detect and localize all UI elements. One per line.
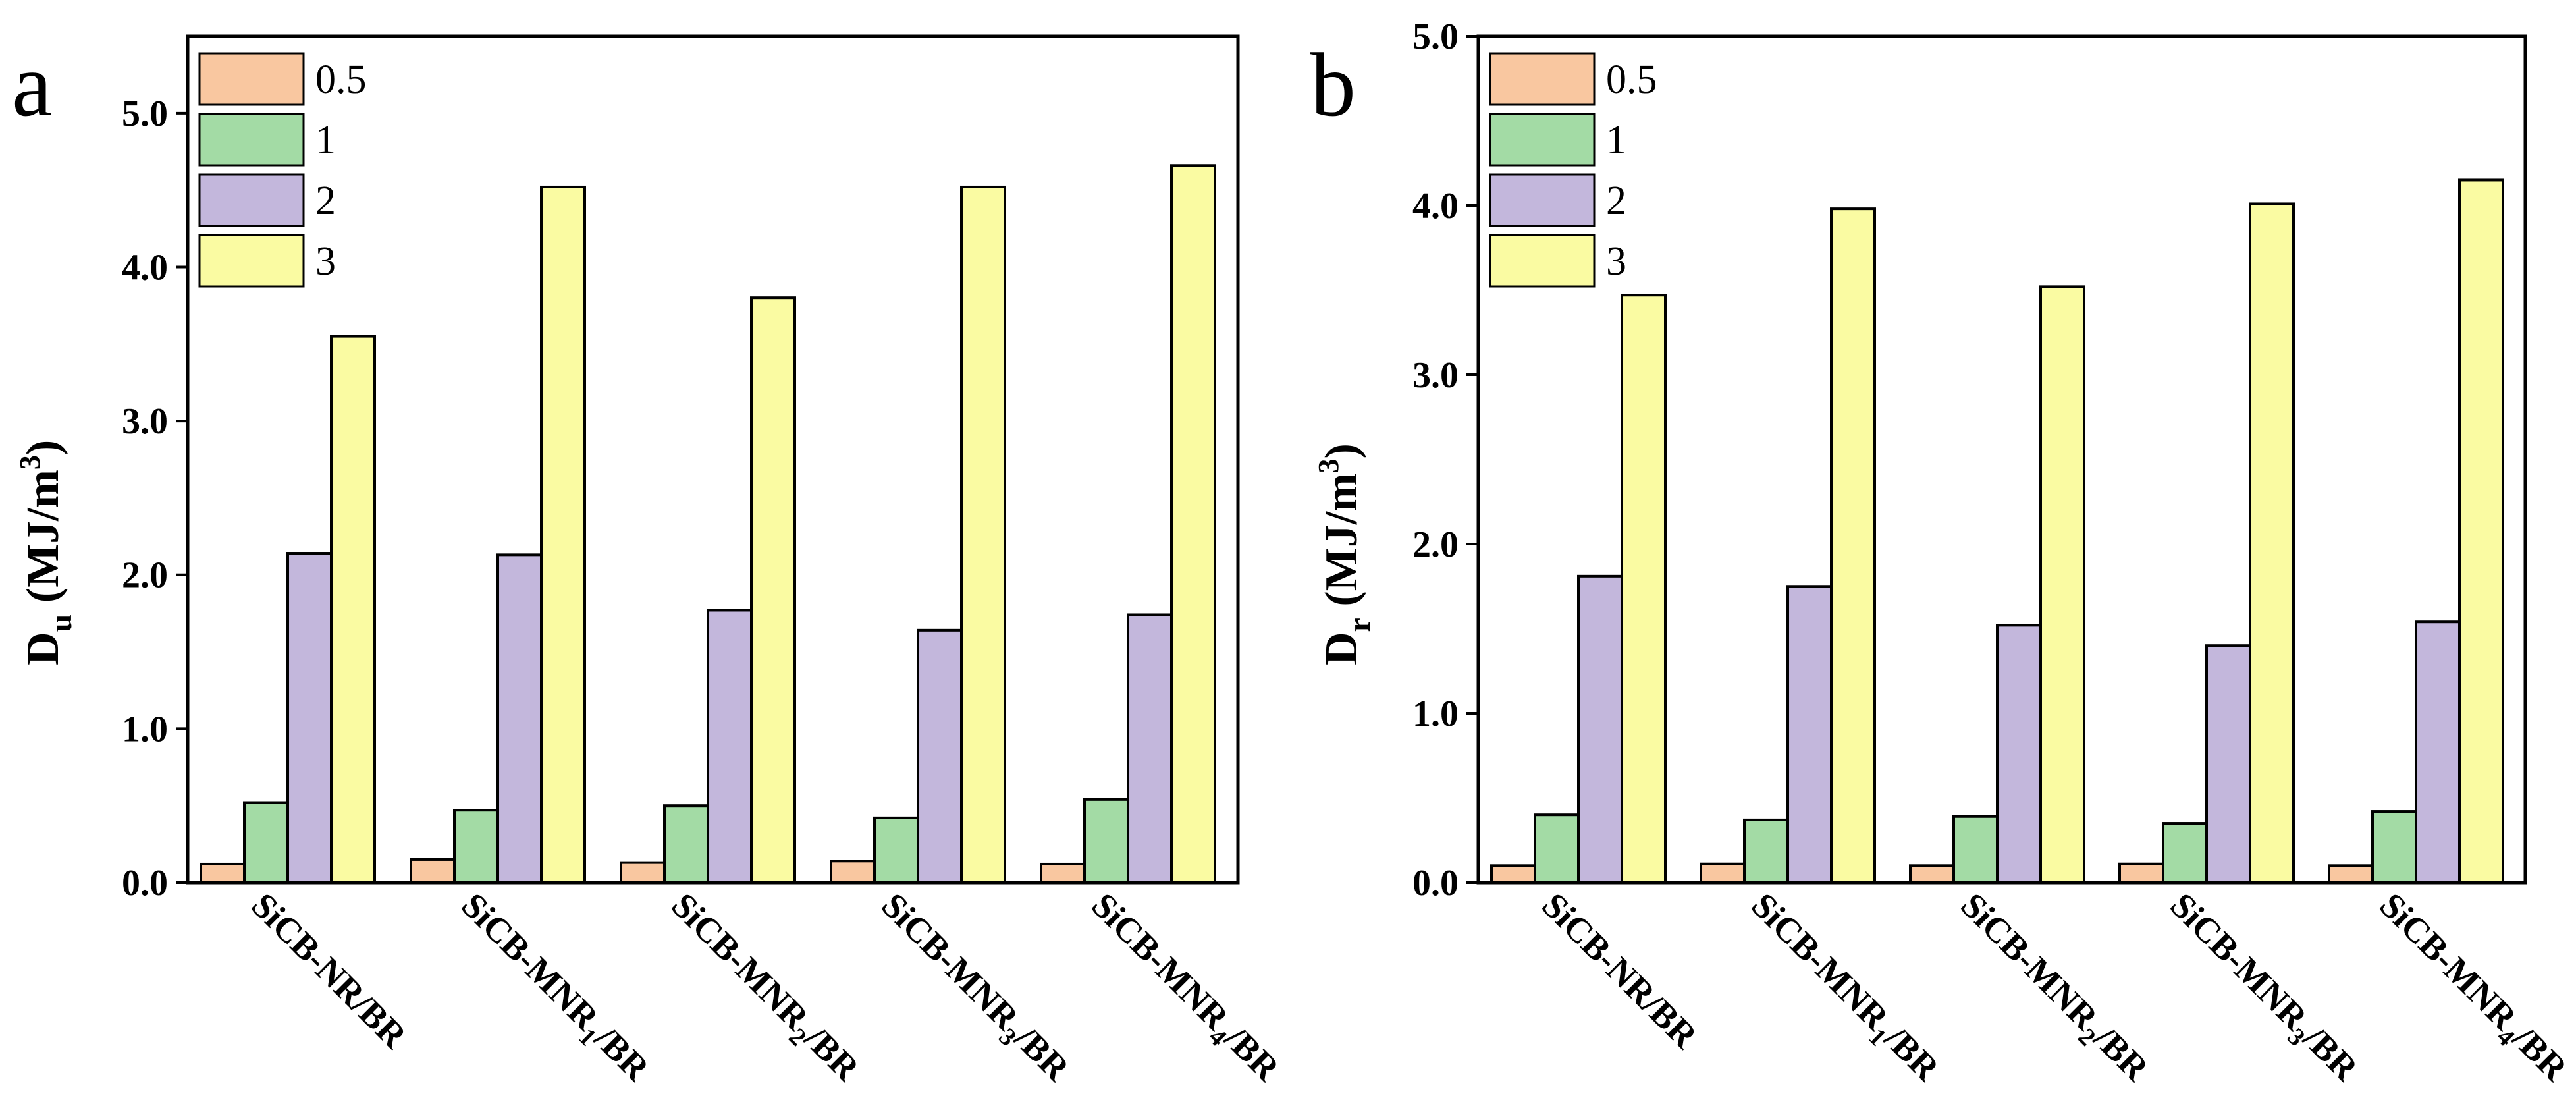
legend-swatch (198, 173, 305, 227)
bar-1-1 (1534, 813, 1580, 884)
bar-2-3 (707, 609, 753, 884)
bar-2-5 (1127, 613, 1173, 884)
legend-label: 3 (315, 239, 336, 284)
bar-0-5-4 (830, 860, 876, 884)
legend-label: 2 (1606, 178, 1626, 223)
bar-0-5-1 (1490, 864, 1536, 885)
y-tick-label: 2.0 (1412, 524, 1459, 565)
bar-3-2 (540, 185, 586, 884)
y-tick-label: 4.0 (1412, 186, 1459, 227)
y-axis-title-close: ) (1316, 443, 1367, 458)
bar-3-2 (1830, 207, 1876, 884)
bar-3-5 (2458, 178, 2504, 885)
y-axis-title-subscript: r (1342, 618, 1377, 632)
y-axis-title-unit: (MJ/m (1316, 473, 1367, 618)
bar-2-5 (2415, 620, 2461, 884)
y-axis-title-main: D (1316, 632, 1367, 665)
legend-swatch (1489, 52, 1596, 106)
y-axis-title: Du (MJ/m3) (14, 440, 78, 665)
bar-1-3 (1952, 815, 1999, 885)
y-axis-title-unit: (MJ/m (18, 470, 68, 615)
bar-2-2 (496, 553, 543, 884)
legend-swatch (198, 113, 305, 167)
bar-0-5-5 (2328, 864, 2374, 885)
y-axis-title-superscript: 3 (14, 455, 46, 470)
bar-2-1 (1577, 574, 1623, 885)
legend-swatch (1489, 113, 1596, 167)
y-axis-title-main: D (18, 632, 68, 665)
legend-label: 2 (315, 178, 336, 223)
y-tick-label: 2.0 (122, 555, 168, 596)
y-tick-label: 5.0 (1412, 16, 1459, 57)
plot-frame (186, 34, 1240, 885)
panel-letter: a (12, 34, 52, 135)
panel-letter: b (1310, 34, 1356, 135)
legend-label: 0.5 (315, 57, 367, 102)
bar-2-2 (1786, 585, 1833, 884)
y-tick-label: 1.0 (1412, 694, 1459, 734)
y-axis-title: Dr (MJ/m3) (1312, 443, 1377, 665)
bar-3-5 (1170, 164, 1216, 885)
legend-swatch (198, 234, 305, 288)
bar-0-5-4 (2118, 862, 2164, 884)
legend-label: 1 (315, 118, 336, 163)
bar-1-2 (453, 809, 499, 885)
bar-0-5-2 (410, 858, 456, 885)
legend-swatch (1489, 234, 1596, 288)
bar-1-2 (1743, 818, 1789, 885)
bar-1-4 (2162, 822, 2208, 885)
legend-swatch (1489, 173, 1596, 227)
bar-2-1 (286, 552, 333, 884)
bar-1-3 (663, 804, 709, 884)
legend-swatch (198, 52, 305, 106)
bar-0-5-3 (620, 861, 666, 885)
y-tick-label: 3.0 (1412, 355, 1459, 396)
bar-2-3 (1996, 624, 2042, 884)
bar-3-3 (2039, 285, 2085, 884)
bar-3-4 (960, 185, 1006, 884)
plot-frame (1476, 34, 2527, 885)
bar-1-1 (243, 801, 289, 884)
bar-1-5 (2371, 810, 2417, 885)
legend-label: 0.5 (1606, 57, 1657, 102)
legend-label: 1 (1606, 118, 1626, 163)
y-tick-label: 1.0 (122, 709, 168, 750)
bar-0-5-2 (1700, 862, 1746, 884)
y-tick-label: 0.0 (122, 863, 168, 904)
y-axis-title-close: ) (18, 440, 68, 455)
bar-0-5-5 (1040, 862, 1086, 884)
y-tick-label: 5.0 (122, 94, 168, 134)
bar-0-5-1 (200, 862, 246, 884)
bar-2-4 (2205, 644, 2251, 884)
bar-3-3 (750, 296, 796, 884)
bar-2-4 (917, 628, 963, 884)
bar-1-5 (1083, 798, 1129, 884)
y-tick-label: 4.0 (122, 247, 168, 288)
y-tick-label: 0.0 (1412, 863, 1459, 904)
legend-label: 3 (1606, 239, 1626, 284)
bar-3-1 (330, 335, 376, 885)
y-axis-title-subscript: u (43, 615, 78, 632)
bar-1-4 (873, 816, 919, 884)
y-tick-label: 3.0 (122, 401, 168, 442)
bar-3-4 (2249, 202, 2295, 884)
bar-3-1 (1621, 294, 1667, 884)
bar-0-5-3 (1909, 864, 1955, 885)
y-axis-title-superscript: 3 (1312, 458, 1345, 473)
